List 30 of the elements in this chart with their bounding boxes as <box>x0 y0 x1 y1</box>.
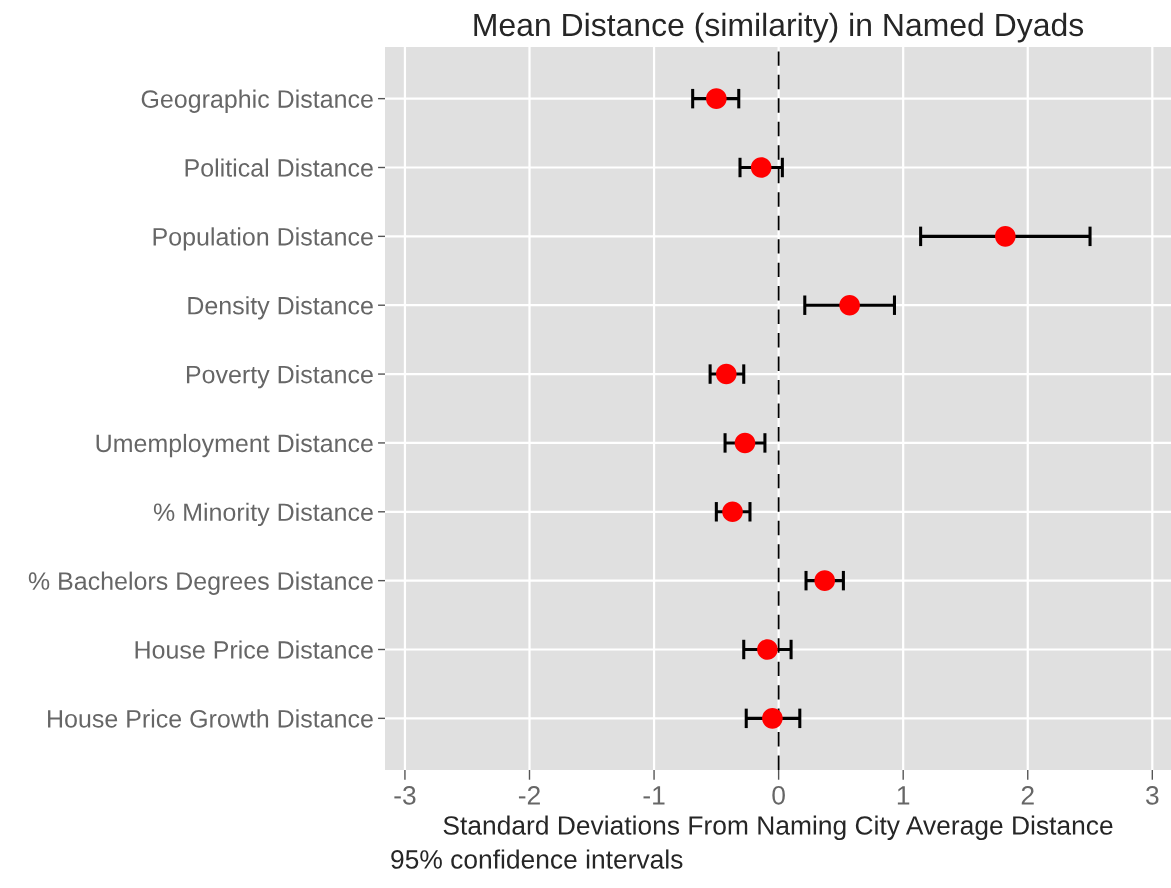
point <box>839 294 860 316</box>
y-tick-label: House Price Growth Distance <box>48 709 373 728</box>
point <box>722 501 743 523</box>
x-tick-label: 0 <box>772 785 785 805</box>
point <box>750 157 772 178</box>
point <box>814 570 836 591</box>
chart-title: Mean Distance (similarity) in Named Dyads <box>474 12 1084 43</box>
x-tick-label: -3 <box>394 785 416 805</box>
point <box>734 432 756 454</box>
point <box>716 363 737 385</box>
point <box>757 639 778 660</box>
point <box>706 88 727 109</box>
x-tick-label: -2 <box>518 785 540 805</box>
y-tick-label: % Bachelors Degrees Distance <box>28 571 373 595</box>
y-tick-label: Poverty Distance <box>186 365 373 389</box>
y-tick-label: House Price Distance <box>135 640 373 659</box>
x-tick-label: 1 <box>897 786 910 805</box>
x-tick-label: 2 <box>1021 785 1034 805</box>
y-tick-label: Political Distance <box>185 158 373 177</box>
text: 95% confidence intervals <box>391 849 683 869</box>
x-tick-label: -1 <box>643 786 665 805</box>
y-tick-label: Population Distance <box>153 227 373 251</box>
x-tick-label: 3 <box>1145 785 1159 805</box>
point <box>762 708 783 729</box>
point <box>995 226 1016 247</box>
y-tick-label: Geographic Distance <box>141 89 373 113</box>
y-tick-label: % Minority Distance <box>153 502 373 527</box>
y-tick-label: Umemployment Distance <box>96 433 373 458</box>
y-tick-label: Density Distance <box>188 296 373 320</box>
x-axis-title: Standard Deviations From Naming City Average Distance <box>443 815 1113 841</box>
